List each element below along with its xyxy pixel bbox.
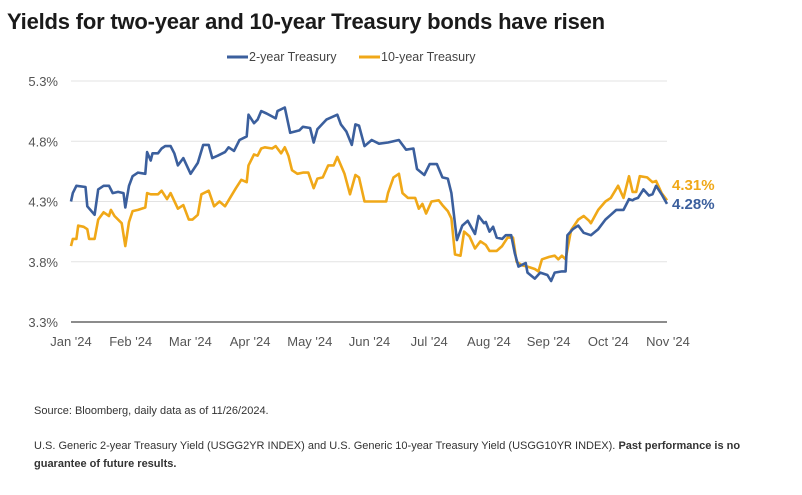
source-note: Source: Bloomberg, daily data as of 11/2… <box>34 405 269 417</box>
series-line-2-year <box>69 106 669 283</box>
y-tick-label: 4.3% <box>28 195 58 210</box>
disclaimer: Past performance is no guarantee of futu… <box>34 440 741 470</box>
x-tick-label: Oct '24 <box>588 334 629 349</box>
legend-label-2-year: 2-year Treasury <box>249 50 337 64</box>
y-tick-label: 3.8% <box>28 255 58 270</box>
x-tick-label: Nov '24 <box>646 334 690 349</box>
y-tick-label: 5.3% <box>28 74 58 89</box>
x-tick-label: Sep '24 <box>527 334 571 349</box>
y-tick-label: 3.3% <box>28 315 58 330</box>
x-tick-label: Jun '24 <box>349 334 391 349</box>
x-tick-label: Apr '24 <box>230 334 271 349</box>
line-chart: 2-year Treasury 10-year Treasury 5.3% 4.8… <box>28 50 715 349</box>
x-tick-label: Jul '24 <box>411 334 448 349</box>
y-tick-label: 4.8% <box>28 134 58 149</box>
end-label-10-year: 4.31% <box>672 177 715 194</box>
index-note: U.S. Generic 2-year Treasury Yield (USGG… <box>34 437 794 473</box>
legend: 2-year Treasury 10-year Treasury <box>227 50 476 64</box>
legend-label-10-year: 10-year Treasury <box>381 50 476 64</box>
index-note-text: U.S. Generic 2-year Treasury Yield (USGG… <box>34 440 619 452</box>
x-tick-label: May '24 <box>287 334 332 349</box>
x-tick-label: Feb '24 <box>109 334 152 349</box>
end-label-2-year: 4.28% <box>672 196 715 213</box>
x-tick-label: Mar '24 <box>169 334 212 349</box>
x-tick-label: Aug '24 <box>467 334 511 349</box>
series-line-10-year <box>69 144 669 273</box>
x-tick-label: Jan '24 <box>50 334 92 349</box>
chart-title: Yields for two-year and 10-year Treasury… <box>7 9 605 34</box>
